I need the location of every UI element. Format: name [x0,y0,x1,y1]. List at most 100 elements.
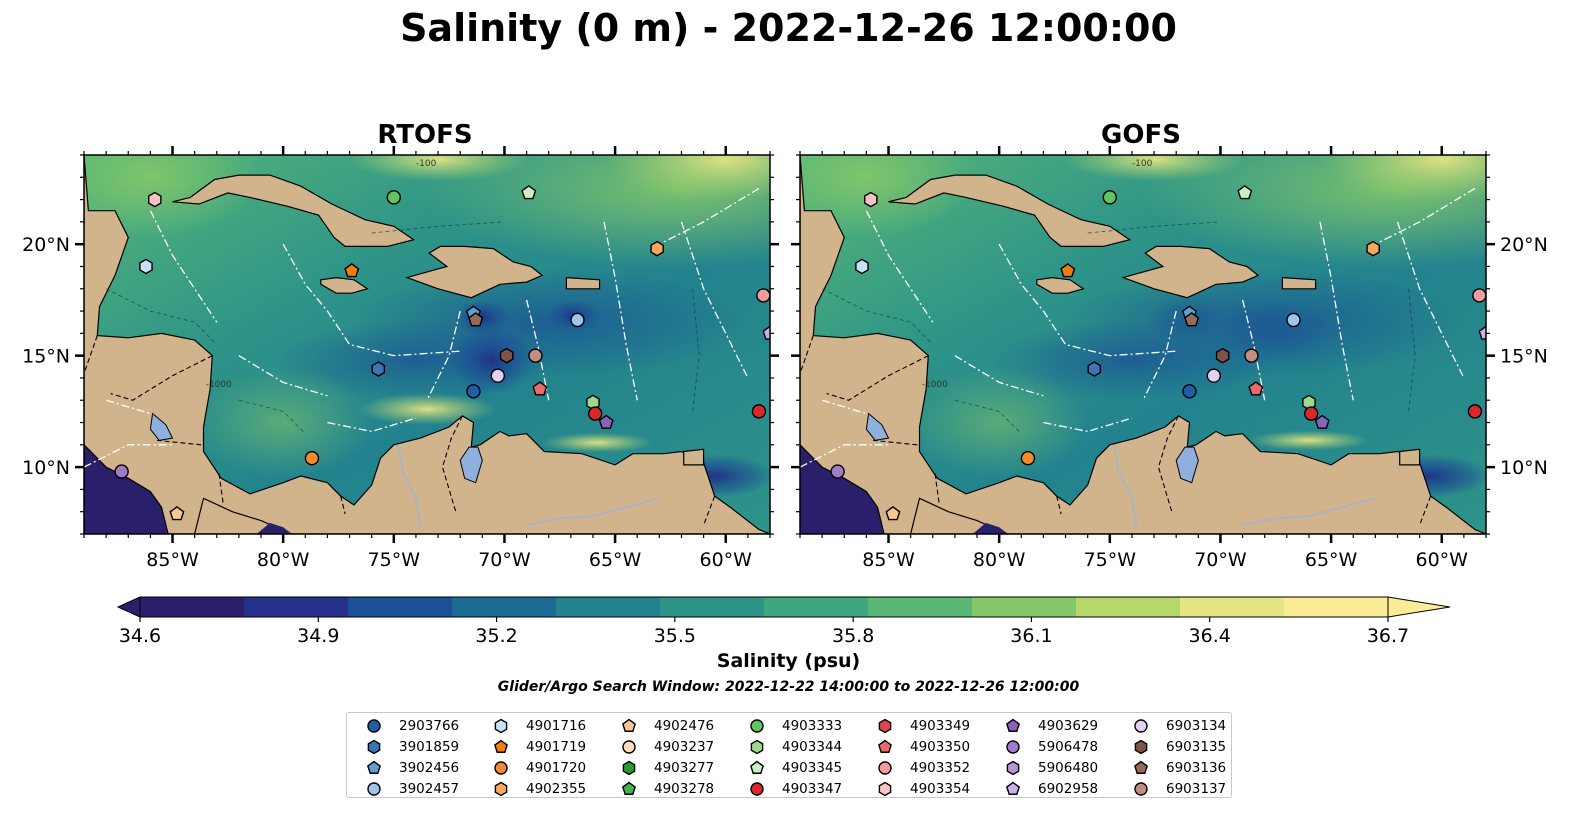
float-marker-3902457 [1286,312,1301,328]
colorbar-segment [348,597,453,617]
colorbar-segment [868,597,973,617]
hexagon-marker-icon [494,781,508,796]
x-tick-label: 70°W [1194,549,1247,571]
bathymetry-contour [1087,221,1221,234]
legend-item: 4903354 [874,778,970,799]
float-marker-2903766 [466,384,481,399]
legend-item: 6903134 [1130,715,1226,736]
y-tick-label: 15°N [22,346,70,368]
float-marker-6902958 [1478,325,1486,340]
float-marker-4903345 [1237,185,1253,200]
float-marker-4903345 [521,185,537,200]
land-cuba [888,174,1132,247]
bathymetry-contour [954,399,1022,434]
circle-marker-icon [367,718,381,733]
float-marker-4902476 [885,506,901,521]
float-marker-4903333 [386,190,402,205]
contour-label: -1000 [922,380,948,390]
y-tick-label: 10°N [22,457,70,479]
land-trinidad [683,448,705,466]
legend-label: 4903347 [782,780,843,797]
float-marker-4903352 [756,288,770,303]
colorbar-segment [556,597,661,617]
float-marker-4903350 [1248,381,1264,396]
search-window-caption: Glider/Argo Search Window: 2022-12-22 14… [497,679,1080,695]
hexagon-marker-icon [878,718,892,733]
float-marker-4903352 [1472,288,1486,303]
legend-item: 4903344 [746,736,842,757]
panel-title-rtofs: RTOFS [377,120,473,150]
legend-label: 4903629 [1038,717,1099,734]
x-tick-label: 75°W [1084,549,1137,571]
x-tick-label: 75°W [368,549,421,571]
panel-title-gofs: GOFS [1101,120,1181,150]
float-marker-4903333 [1102,190,1118,205]
float-marker-4903354 [864,191,878,208]
colorbar-tick-label: 35.5 [654,625,696,647]
hexagon-marker-icon [367,739,381,754]
lake [459,446,483,484]
legend-item: 6902958 [1002,778,1098,799]
legend-marker [1006,718,1020,732]
x-tick-label: 60°W [1416,549,1469,571]
x-tick-label: 85°W [146,549,199,571]
colorbar-extend-high [1387,596,1451,618]
legend-item: 2903766 [363,715,459,736]
country-border [441,415,463,512]
legend-marker [878,718,892,733]
lake [865,412,890,441]
eez-boundary [238,355,328,397]
legend-item: 4903352 [874,757,970,778]
land-trinidad [1399,448,1421,466]
legend-item: 4903278 [618,778,714,799]
eez-boundary [327,417,417,433]
colorbar-tick-label: 36.1 [1010,625,1052,647]
eez-boundary [525,299,550,401]
eez-boundary [149,210,218,323]
legend-marker [622,760,636,775]
legend-label: 6903136 [1166,759,1227,776]
eez-boundary [865,210,934,323]
colorbar-tick-label: 36.4 [1189,625,1231,647]
legend-label: 6902958 [1038,780,1099,797]
legend-label: 4903354 [910,780,971,797]
bathymetry-contour [105,288,218,345]
legend-label: 4901719 [526,738,587,755]
legend-item: 6903136 [1130,757,1226,778]
legend-label: 4903333 [782,717,843,734]
legend-marker [494,718,508,733]
x-tick-label: 80°W [257,549,310,571]
colorbar-tick-label: 34.9 [297,625,339,647]
float-marker-6903134 [1206,368,1222,383]
legend-item: 4901720 [490,757,586,778]
legend-item: 3901859 [363,736,459,757]
pentagon-marker-icon [622,718,636,732]
colorbar-segment [452,597,557,617]
legend-label: 4903344 [782,738,843,755]
map-frame [799,154,1487,535]
float-marker-6903135 [499,347,514,364]
float-marker-4901719 [1060,263,1076,278]
float-marker-4901716 [139,258,153,275]
legend-marker [750,739,764,754]
eez-boundary [800,444,889,468]
float-marker-4902355 [1366,240,1380,257]
legend-label: 6903135 [1166,738,1227,755]
float-marker-4901720 [1020,451,1036,466]
colorbar-segment [244,597,349,617]
land-hispaniola [1121,245,1260,299]
legend-item: 4902355 [490,778,586,799]
contour-label: -1000 [206,380,232,390]
x-tick-label: 60°W [700,549,753,571]
float-marker-5906478 [114,464,129,479]
legend-label: 2903766 [399,717,460,734]
country-border [340,495,346,515]
y-tick-label: 20°N [1500,234,1548,256]
float-marker-4902355 [650,240,664,257]
pentagon-marker-icon [494,739,508,753]
legend-label: 4903352 [910,759,971,776]
legend-item: 4903277 [618,757,714,778]
country-border [110,355,213,401]
colorbar-segment [764,597,869,617]
legend-item: 4903350 [874,736,970,757]
